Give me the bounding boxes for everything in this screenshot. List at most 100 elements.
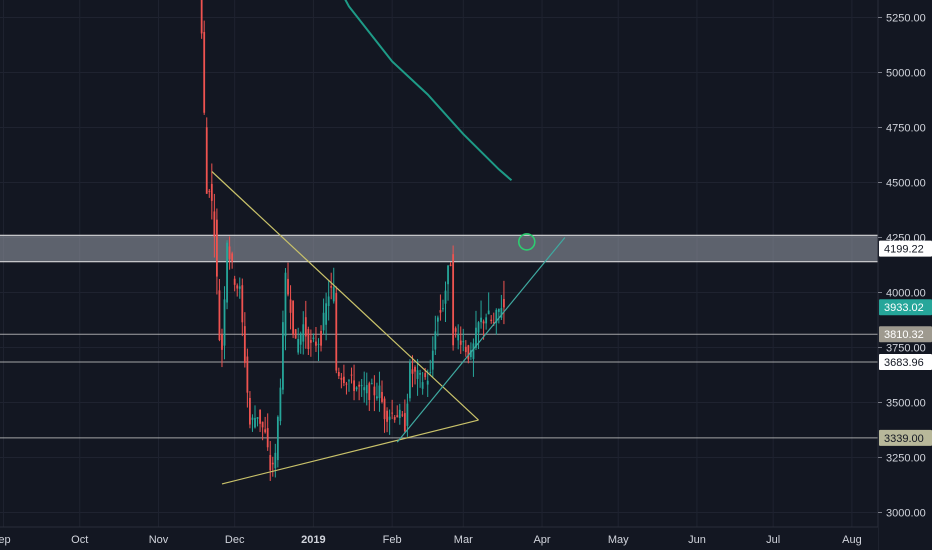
candle-body: [317, 343, 320, 345]
candles: [200, 0, 505, 481]
candle: [279, 378, 282, 426]
price-badges: 4199.22 3933.02 3810.32 3683.96 3339.00: [879, 240, 932, 446]
candle: [497, 308, 500, 324]
price-tick-label: 4000.00: [886, 288, 926, 300]
trendline: [396, 237, 566, 443]
candle: [213, 193, 216, 258]
candle: [309, 329, 312, 357]
candle-body: [315, 341, 317, 346]
candle-body: [457, 334, 460, 341]
candle: [467, 344, 470, 364]
candle: [269, 441, 272, 481]
candle: [299, 331, 302, 354]
candle-body: [490, 319, 493, 322]
candle-body: [221, 334, 223, 350]
candle-body: [368, 383, 371, 401]
candle-body: [414, 367, 416, 372]
price-badge-bg: [879, 326, 932, 343]
time-tick-label: Jul: [766, 534, 780, 546]
price-badge-bg: [879, 354, 932, 371]
candle-body: [370, 383, 373, 385]
candle-body: [373, 386, 376, 396]
candle-body: [434, 331, 437, 350]
candle-body: [452, 254, 455, 346]
price-badge-label: 3683.96: [884, 357, 924, 369]
candle: [210, 163, 213, 220]
candle: [358, 381, 361, 401]
time-axis[interactable]: Sep Oct Nov Dec 2019 Feb Mar Apr May Jun Jul Aug: [0, 526, 878, 550]
candle-body: [467, 345, 470, 360]
candle-body: [365, 385, 368, 394]
price-tick-label: 3750.00: [886, 343, 926, 355]
price-tick-label: 5000.00: [886, 68, 926, 80]
candle-body: [409, 362, 411, 399]
candle-body: [289, 299, 292, 313]
candle-body: [447, 265, 449, 285]
candle-body: [424, 373, 427, 378]
candle-body: [269, 455, 272, 471]
candle-body: [343, 376, 345, 384]
price-badge: 3683.96: [879, 354, 932, 371]
candle-body: [327, 296, 330, 306]
candle-body: [271, 462, 274, 465]
candle-body: [266, 428, 269, 448]
candle: [391, 399, 394, 420]
trendlines: [211, 171, 566, 485]
candle: [241, 278, 244, 337]
candle-body: [472, 343, 475, 359]
candle: [401, 410, 404, 418]
candle: [340, 373, 343, 389]
candle-body: [274, 452, 277, 469]
candle: [472, 338, 475, 377]
price-axis[interactable]: 3000.003250.003500.003750.004000.004250.…: [877, 0, 932, 550]
candle: [259, 409, 261, 433]
candle: [487, 292, 490, 315]
candle: [304, 300, 307, 349]
candle: [442, 299, 444, 312]
candle: [419, 369, 421, 388]
candle: [205, 117, 208, 194]
time-tick-label: Aug: [842, 534, 862, 546]
candle: [226, 240, 228, 310]
candle: [274, 443, 277, 478]
candle: [398, 403, 401, 425]
candle-body: [436, 317, 439, 322]
candle-body: [353, 380, 355, 392]
candle: [203, 20, 206, 115]
candle: [327, 280, 330, 321]
candle: [243, 312, 246, 368]
time-tick-label: Nov: [149, 534, 169, 546]
candle-body: [363, 387, 366, 391]
trendline: [221, 419, 479, 485]
candle-body: [348, 380, 350, 382]
candle-body: [228, 246, 231, 259]
candle: [322, 298, 325, 335]
candle-body: [398, 409, 401, 419]
candle-body: [376, 396, 378, 399]
candle: [360, 379, 363, 397]
candle-body: [355, 387, 358, 390]
candle: [447, 264, 449, 301]
time-tick-label: Oct: [71, 534, 88, 546]
candle-body: [358, 384, 361, 387]
candle-body: [294, 329, 297, 339]
candle: [393, 414, 396, 423]
candle: [302, 311, 305, 355]
candle: [378, 371, 381, 412]
candle-body: [330, 286, 333, 288]
candle-body: [411, 369, 414, 374]
candle: [370, 378, 373, 385]
candle-body: [442, 308, 444, 310]
candle: [208, 188, 211, 198]
candle: [330, 272, 333, 300]
candle-body: [421, 382, 424, 389]
candle: [381, 380, 383, 404]
candle-body: [383, 398, 386, 420]
candle-body: [320, 330, 322, 346]
candle: [287, 262, 289, 297]
time-tick-label: Dec: [225, 534, 245, 546]
candle: [363, 371, 366, 403]
candle-body: [378, 385, 381, 399]
